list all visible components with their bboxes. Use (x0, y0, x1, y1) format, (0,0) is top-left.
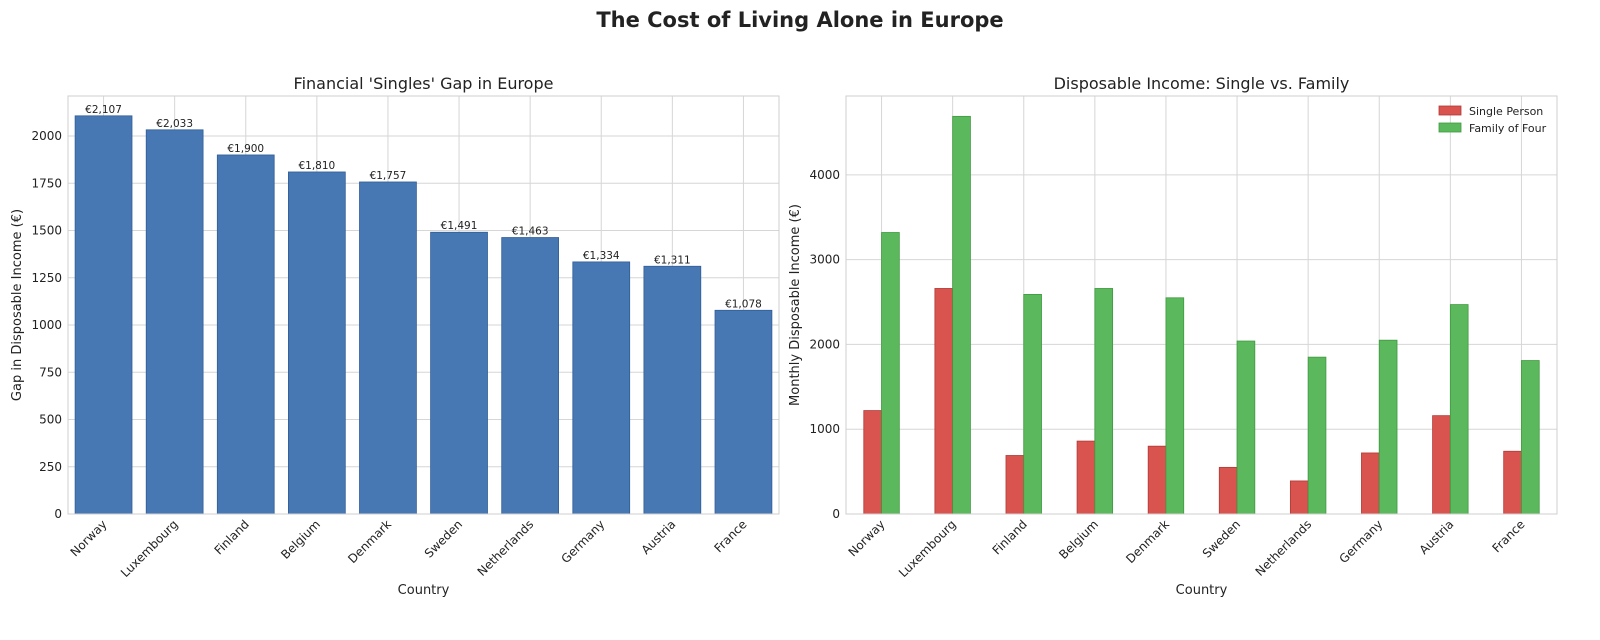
gap-chart-data-label-germany: €1,334 (583, 250, 620, 262)
gap-chart-data-label-belgium: €1,810 (298, 160, 335, 172)
gap-chart-xtick-label-france: France (711, 517, 749, 555)
gap-chart-bar-austria (643, 265, 702, 515)
gap-chart-data-label-netherlands: €1,463 (512, 226, 549, 238)
income-chart-xtick-label-norway: Norway (846, 517, 888, 559)
income-chart-ytick-label-3: 3000 (809, 253, 840, 267)
income-chart-bar-family-of-four-netherlands (1307, 356, 1327, 515)
gap-chart-bar-sweden (430, 231, 488, 515)
gap-chart-bar-finland (216, 154, 275, 515)
income-chart-xtick-label-netherlands: Netherlands (1253, 517, 1315, 579)
income-chart-bar-single-person-austria (1432, 415, 1451, 515)
gap-chart-bar-denmark (359, 181, 417, 515)
income-chart-bar-single-person-luxembourg (934, 288, 954, 515)
gap-chart-data-label-finland: €1,900 (227, 143, 264, 155)
income-chart-ytick-label-0: 0 (832, 507, 840, 521)
gap-chart-plot-frame (67, 95, 780, 515)
income-chart-bar-single-person-france (1503, 450, 1522, 515)
gap-chart-xtick-label-finland: Finland (212, 517, 252, 557)
gap-chart-bar-germany (572, 261, 631, 515)
gap-chart-data-label-sweden: €1,491 (441, 220, 478, 232)
income-chart-legend-label-1: Family of Four (1469, 122, 1547, 135)
income-chart-bar-family-of-four-belgium (1094, 288, 1114, 515)
gap-chart-data-label-austria: €1,311 (654, 254, 691, 266)
income-chart-bar-single-person-norway (863, 410, 882, 515)
income-chart-bar-family-of-four-finland (1023, 294, 1042, 515)
gap-chart-data-label-luxembourg: €2,033 (156, 118, 193, 130)
income-chart-xtick-label-finland: Finland (990, 517, 1030, 557)
gap-chart-ytick-label-5: 1250 (31, 271, 62, 285)
gap-chart-bar-belgium (288, 171, 346, 515)
gap-chart-ytick-label-6: 1500 (31, 224, 62, 238)
income-chart-legend-label-0: Single Person (1469, 105, 1543, 118)
gap-chart-xtick-label-germany: Germany (558, 517, 607, 566)
income-chart-plot-frame (845, 95, 1558, 515)
income-chart-bar-single-person-finland (1005, 455, 1025, 515)
income-chart-ylabel: Monthly Disposable Income (€) (788, 204, 803, 406)
gap-chart-xtick-label-denmark: Denmark (345, 517, 394, 566)
income-chart-bar-family-of-four-norway (881, 232, 900, 515)
income-chart-xtick-label-luxembourg: Luxembourg (896, 517, 959, 580)
income-chart-bar-single-person-denmark (1147, 445, 1167, 515)
income-chart-legend-swatch-0 (1438, 105, 1462, 116)
gap-chart-data-label-denmark: €1,757 (370, 170, 407, 182)
income-chart-xtick-label-denmark: Denmark (1123, 517, 1172, 566)
income-chart-bar-single-person-germany (1361, 452, 1380, 515)
income-chart-legend-swatch-1 (1438, 122, 1462, 133)
gap-chart-ytick-label-0: 0 (54, 507, 62, 521)
gap-chart-xtick-label-austria: Austria (639, 517, 679, 557)
gap-chart-ytick-label-7: 1750 (31, 176, 62, 190)
gap-chart-xtick-label-belgium: Belgium (278, 517, 323, 562)
gap-chart-ylabel: Gap in Disposable Income (€) (10, 209, 25, 401)
income-chart-xlabel: Country (1176, 583, 1228, 598)
income-chart-ytick-label-4: 4000 (809, 168, 840, 182)
income-chart-ytick-label-1: 1000 (809, 422, 840, 436)
gap-chart-ytick-label-2: 500 (39, 413, 62, 427)
income-chart-xtick-label-germany: Germany (1336, 517, 1385, 566)
income-chart-xtick-label-sweden: Sweden (1200, 517, 1243, 560)
gap-chart-xtick-label-norway: Norway (68, 517, 110, 559)
gap-chart-ytick-label-8: 2000 (31, 129, 62, 143)
income-chart-xtick-label-france: France (1489, 517, 1527, 555)
gap-chart-ytick-label-3: 750 (39, 365, 62, 379)
gap-chart-data-label-france: €1,078 (725, 298, 762, 310)
income-chart-ytick-label-2: 2000 (809, 337, 840, 351)
gap-chart-xtick-label-sweden: Sweden (422, 517, 465, 560)
gap-chart-bar-france (714, 309, 773, 515)
income-chart-title: Disposable Income: Single vs. Family (1054, 74, 1350, 93)
income-chart-bar-family-of-four-luxembourg (952, 115, 971, 515)
gap-chart-bar-norway (74, 115, 133, 515)
income-chart-bar-family-of-four-austria (1449, 304, 1469, 515)
income-chart-bar-single-person-sweden (1218, 466, 1238, 515)
gap-chart-xtick-label-netherlands: Netherlands (475, 517, 537, 579)
gap-chart-bar-netherlands (501, 237, 559, 515)
income-chart-xtick-label-belgium: Belgium (1056, 517, 1101, 562)
figure-title: The Cost of Living Alone in Europe (596, 8, 1004, 32)
gap-chart-xtick-label-luxembourg: Luxembourg (118, 517, 181, 580)
income-chart-bar-family-of-four-denmark (1165, 297, 1185, 515)
gap-chart-title: Financial 'Singles' Gap in Europe (294, 74, 554, 93)
income-chart-bar-single-person-netherlands (1289, 480, 1309, 515)
gap-chart-ytick-label-1: 250 (39, 460, 62, 474)
income-chart-bar-family-of-four-germany (1378, 339, 1398, 515)
income-chart-bar-single-person-belgium (1076, 440, 1096, 515)
gap-chart-xlabel: Country (398, 583, 450, 598)
singles-gap-chart: €2,107 €2,033 €1,900 €1,810 €1,757 €1,491 €1,4… (10, 74, 780, 598)
income-chart-bar-family-of-four-france (1521, 360, 1540, 515)
income-chart-xtick-label-austria: Austria (1417, 517, 1457, 557)
single-vs-family-chart: 0 1000 2000 3000 4000 Norway Luxembourg Finland… (788, 74, 1558, 598)
gap-chart-bar-luxembourg (145, 129, 204, 515)
gap-chart-ytick-label-4: 1000 (31, 318, 62, 332)
income-chart-bar-family-of-four-sweden (1236, 340, 1256, 515)
gap-chart-data-label-norway: €2,107 (85, 104, 122, 116)
